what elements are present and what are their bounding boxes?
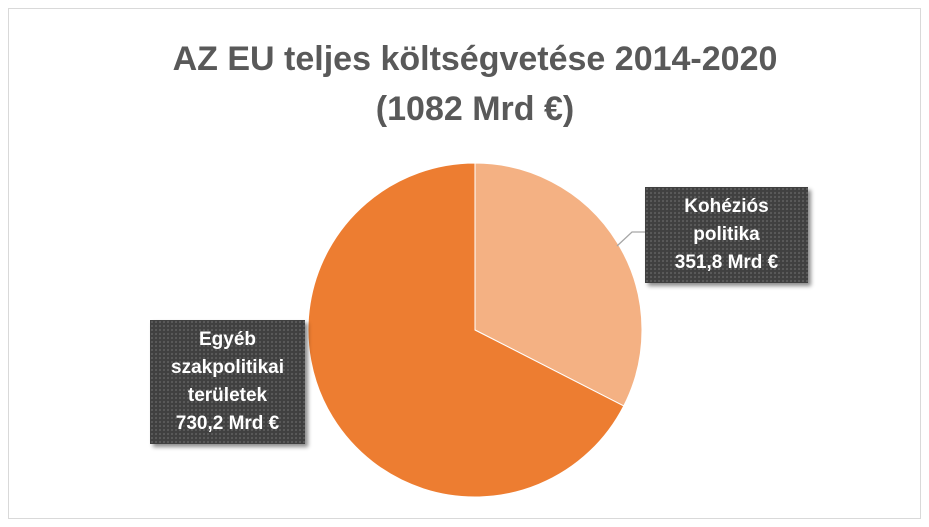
category-label: Egyéb szakpolitikai területek: [171, 329, 284, 406]
chart-title: AZ EU teljes költségvetése 2014-2020: [173, 40, 778, 78]
data-label: Kohéziós politika 351,8 Mrd €: [645, 187, 808, 283]
value-label: 730,2 Mrd €: [175, 413, 280, 434]
value-label: 351,8 Mrd €: [674, 252, 779, 273]
category-label: Kohéziós politika: [684, 196, 769, 245]
pie-slice: [307, 162, 625, 498]
chart-title: (1082 Mrd €): [376, 90, 574, 128]
pie-slice: [474, 162, 643, 407]
leader-line: [616, 231, 645, 247]
data-label: Egyéb szakpolitikai területek 730,2 Mrd …: [150, 320, 305, 444]
